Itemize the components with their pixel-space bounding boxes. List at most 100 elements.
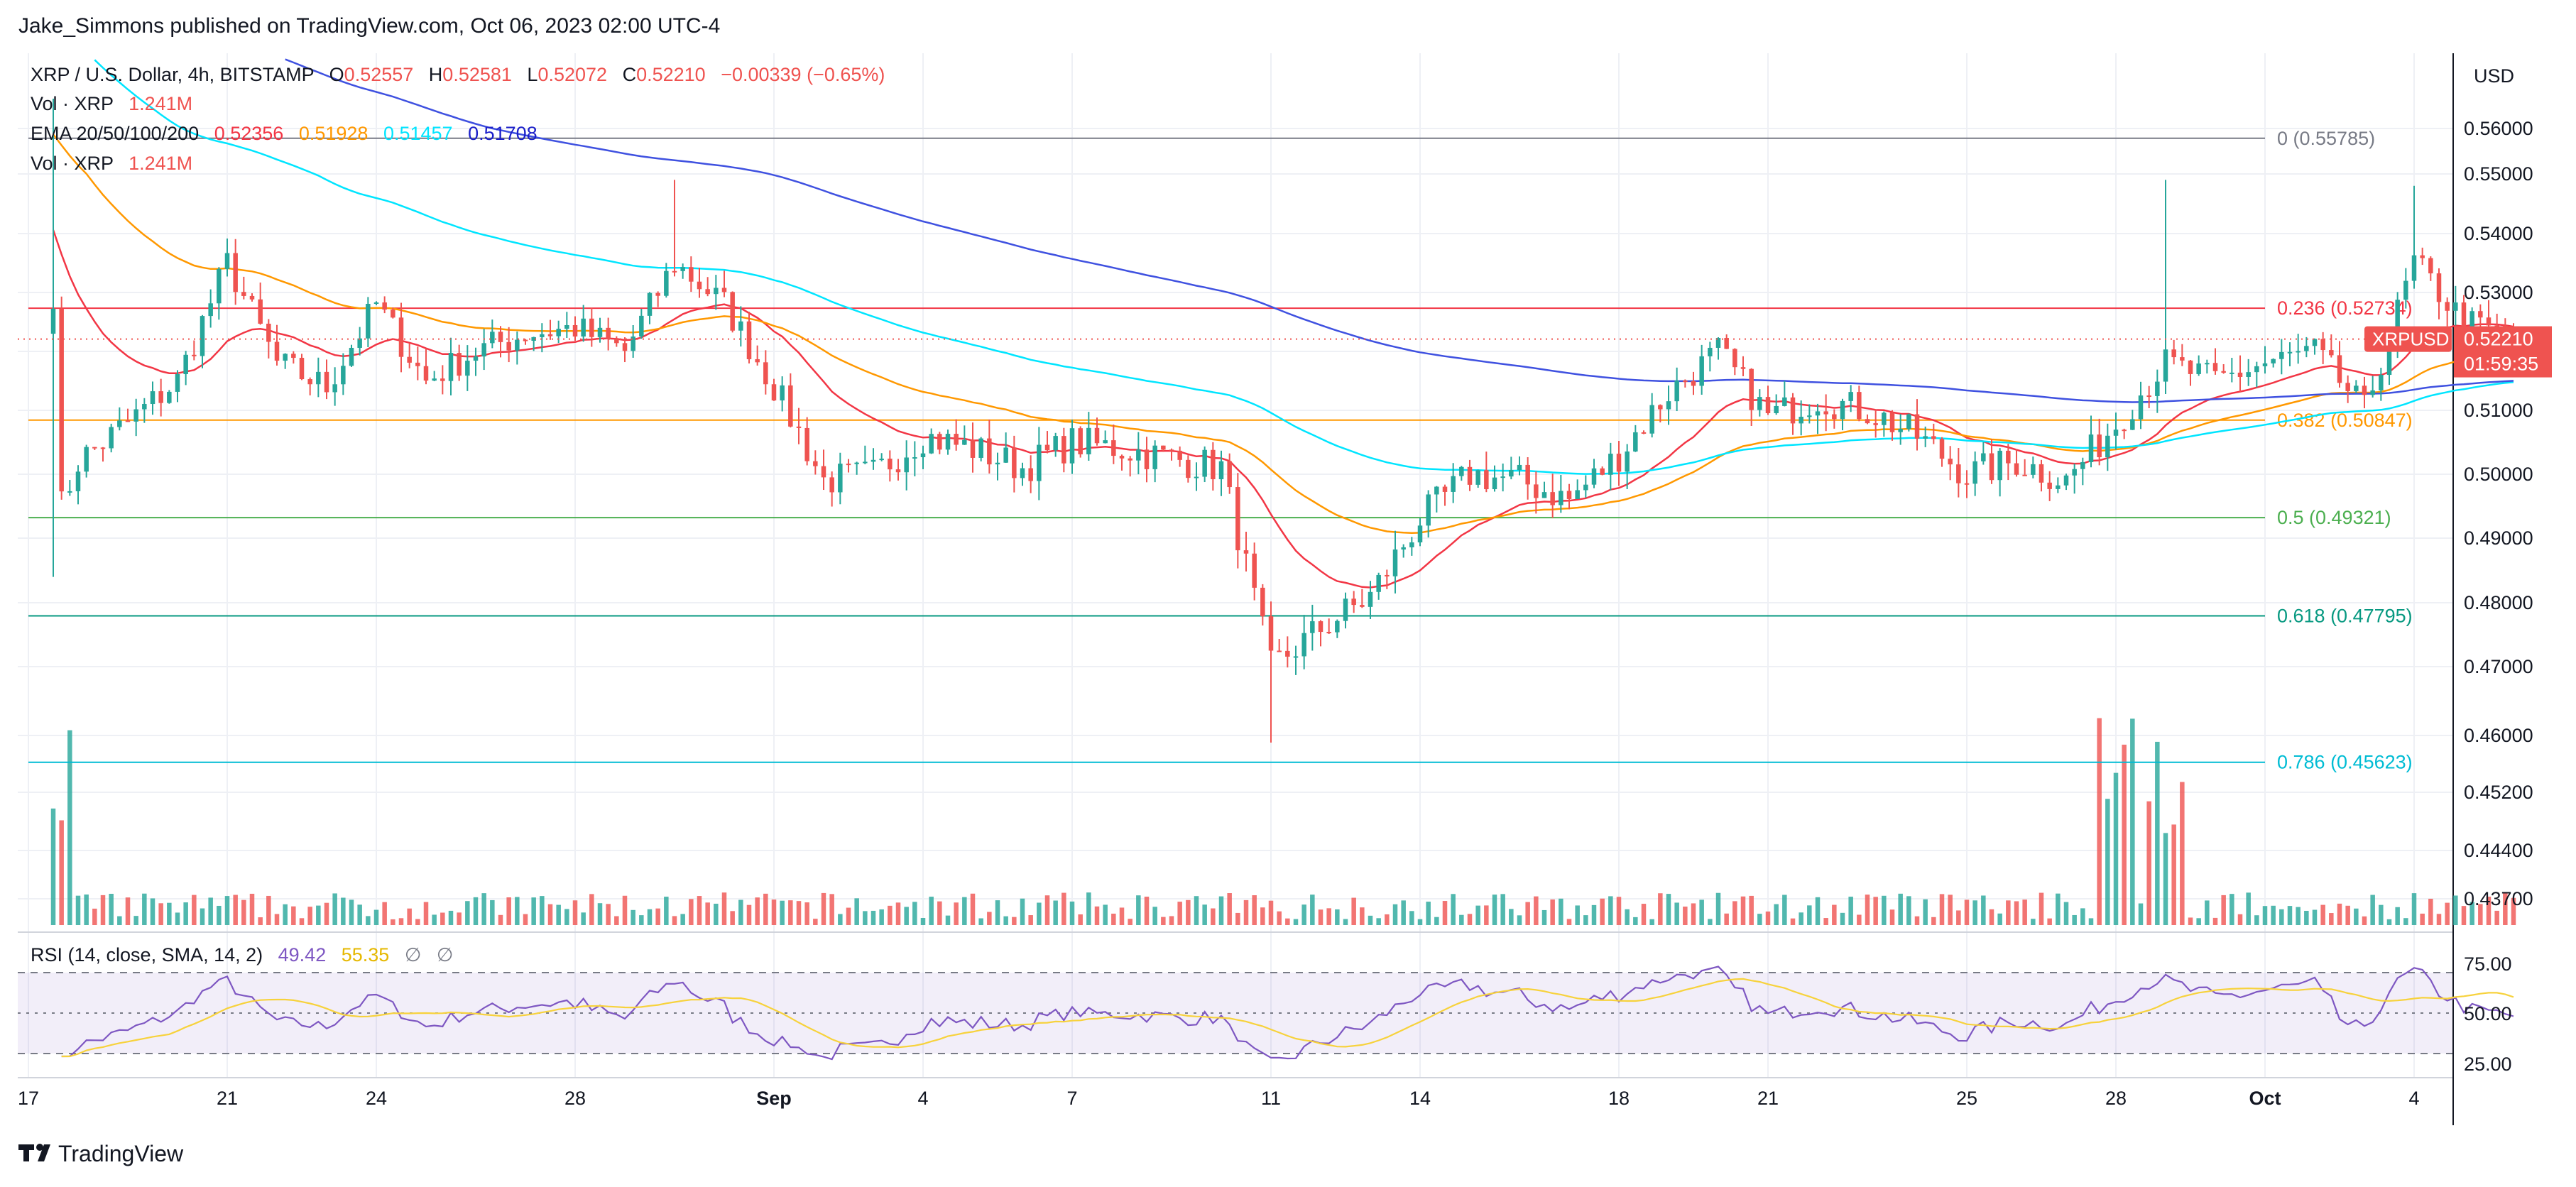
legend-volume-2[interactable]: Vol · XRP 1.241M bbox=[31, 153, 192, 174]
volume-bar bbox=[233, 895, 238, 925]
candle-body bbox=[217, 268, 222, 304]
volume-bar bbox=[2395, 907, 2400, 925]
last-price-value: 0.52210 bbox=[2464, 329, 2533, 350]
volume-bar bbox=[2428, 898, 2433, 925]
candle-body bbox=[100, 447, 106, 449]
price-tick: 0.50000 bbox=[2464, 464, 2533, 485]
volume-bar bbox=[1252, 895, 1257, 925]
volume-bar bbox=[904, 907, 909, 925]
candle-body bbox=[730, 292, 735, 331]
volume-bar bbox=[1152, 907, 1157, 925]
volume-bar bbox=[1898, 893, 1903, 925]
volume-bar bbox=[1807, 905, 1812, 925]
rsi-sma-line bbox=[61, 978, 2514, 1058]
price-tick: 0.44400 bbox=[2464, 840, 2533, 861]
time-axis[interactable]: 17212428Sep47111418212528Oct49 bbox=[18, 1088, 2576, 1109]
volume-bar bbox=[1268, 900, 1274, 925]
volume-bar bbox=[1293, 919, 1299, 925]
volume-bar bbox=[299, 918, 305, 925]
candles[interactable] bbox=[50, 99, 2516, 743]
candle-body bbox=[283, 354, 288, 361]
volume-bar bbox=[2312, 909, 2318, 925]
ema-50-line bbox=[53, 133, 2514, 535]
volume-bar bbox=[1525, 902, 1530, 925]
time-label: 21 bbox=[217, 1088, 238, 1109]
candle-body bbox=[457, 353, 462, 376]
candle-body bbox=[299, 358, 305, 380]
rsi-legend[interactable]: RSI (14, close, SMA, 14, 2) 49.42 55.35 … bbox=[31, 944, 453, 966]
candle-body bbox=[1674, 381, 1679, 402]
candle-body bbox=[1467, 466, 1473, 485]
volume-bar bbox=[572, 900, 578, 925]
candle-body bbox=[714, 288, 719, 295]
volume-bar bbox=[398, 918, 404, 925]
symbol-line[interactable]: XRP / U.S. Dollar, 4h, BITSTAMP bbox=[31, 64, 314, 85]
volume-bar bbox=[307, 907, 312, 925]
candle-body bbox=[1799, 417, 1803, 424]
candle-body bbox=[150, 391, 155, 405]
volume-bar bbox=[1119, 907, 1125, 925]
volume-bar bbox=[432, 914, 437, 925]
candle-body bbox=[75, 471, 81, 491]
time-label: 14 bbox=[1409, 1088, 1431, 1109]
volume-bar bbox=[2461, 906, 2467, 925]
currency-label[interactable]: USD bbox=[2474, 65, 2514, 87]
volume-bar bbox=[920, 917, 926, 925]
volume-bar bbox=[382, 902, 387, 925]
candle-body bbox=[440, 378, 445, 381]
candle-body bbox=[738, 321, 743, 331]
candle-body bbox=[373, 302, 379, 305]
volume-bar bbox=[2511, 897, 2516, 925]
candle-body bbox=[67, 491, 72, 493]
candle-body bbox=[1757, 397, 1762, 410]
volume-bar bbox=[1086, 892, 1091, 925]
volume-bar bbox=[183, 902, 188, 925]
candle-body bbox=[1591, 468, 1597, 485]
volume-bar bbox=[1211, 908, 1216, 925]
volume-bar bbox=[796, 901, 802, 925]
volume-bar bbox=[547, 904, 553, 925]
volume-bar bbox=[746, 904, 752, 925]
legend-volume-1[interactable]: Vol · XRP 1.241M bbox=[31, 93, 192, 114]
volume-bar bbox=[829, 894, 834, 925]
candle-body bbox=[614, 339, 619, 344]
volume-bar bbox=[1053, 900, 1058, 925]
legend-ema[interactable]: EMA 20/50/100/200 0.52356 0.51928 0.5145… bbox=[31, 123, 537, 144]
candle-body bbox=[2113, 430, 2119, 436]
volume-bar bbox=[1799, 912, 1803, 925]
volume-bar bbox=[1385, 914, 1390, 925]
volume-bar bbox=[2056, 893, 2061, 925]
volume-bar bbox=[1020, 898, 1025, 925]
volume-bar bbox=[1467, 914, 1473, 925]
volume-bar bbox=[1351, 897, 1356, 925]
rsi-line bbox=[61, 966, 2514, 1061]
candle-body bbox=[2022, 474, 2027, 476]
volume-bar bbox=[1202, 904, 1207, 925]
candle-body bbox=[1136, 449, 1141, 461]
candle-body bbox=[249, 295, 255, 300]
volume-bar bbox=[1541, 909, 1547, 925]
legend-ohlc[interactable]: XRP / U.S. Dollar, 4h, BITSTAMP O0.52557… bbox=[31, 64, 885, 85]
candle-body bbox=[2329, 350, 2334, 356]
candle-body bbox=[465, 361, 470, 376]
candle-body bbox=[2279, 351, 2284, 359]
price-tick: 0.53000 bbox=[2464, 282, 2533, 303]
volume-bar bbox=[1691, 903, 1696, 925]
volume-bar bbox=[945, 915, 951, 925]
candle-body bbox=[547, 334, 553, 337]
candle-body bbox=[2428, 258, 2433, 274]
candle-body bbox=[1956, 464, 1961, 483]
candle-body bbox=[564, 324, 569, 329]
candle-body bbox=[2188, 360, 2193, 374]
candle-body bbox=[2271, 359, 2276, 363]
candle-body bbox=[1144, 449, 1150, 469]
candle-body bbox=[721, 288, 727, 292]
candle-body bbox=[680, 267, 685, 271]
volume-bar bbox=[2403, 918, 2408, 925]
candle-body bbox=[697, 281, 702, 290]
volume-bar bbox=[763, 893, 768, 925]
volume-bar bbox=[606, 904, 611, 925]
ema-100-line bbox=[94, 59, 2514, 475]
volume-bar bbox=[506, 897, 511, 925]
